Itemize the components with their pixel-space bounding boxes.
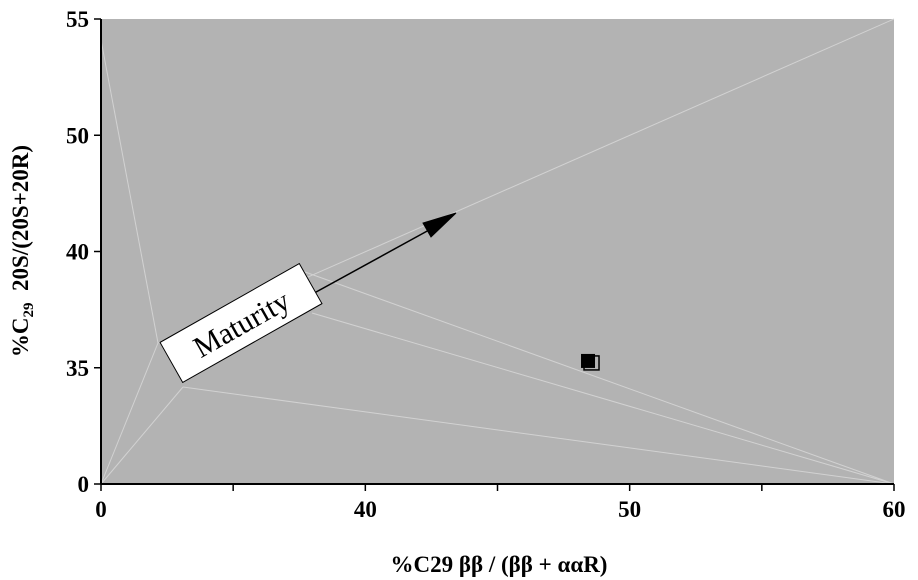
data-points (581, 353, 600, 371)
y-axis-title: %C29 20S/(20S+20R) (8, 145, 37, 357)
y-tick-label: 55 (66, 7, 89, 32)
y-axis-title-prefix: %C (8, 317, 33, 357)
x-ticks: 0 40 50 60 (95, 484, 906, 522)
field-line (100, 342, 159, 485)
x-axis-title: %C29 ββ / (ββ + ααR) (391, 552, 608, 577)
y-tick-label: 50 (66, 123, 89, 148)
maturity-arrow (306, 212, 457, 298)
field-line (100, 39, 159, 344)
arrow-head (422, 212, 457, 238)
x-tick-label: 0 (95, 497, 107, 522)
field-line (311, 312, 895, 485)
annotation-box (159, 262, 323, 384)
x-tick-label: 50 (618, 497, 641, 522)
field-line (182, 386, 895, 485)
field-line (100, 386, 184, 485)
y-tick-label: 35 (66, 356, 89, 381)
plot-area (101, 19, 894, 484)
x-tick-label: 40 (354, 497, 377, 522)
arrow-shaft (306, 223, 441, 298)
y-axis-title-subscript: 29 (21, 302, 37, 317)
x-tick-label: 60 (883, 497, 906, 522)
y-axis-title-suffix: 20S/(20S+20R) (8, 145, 33, 303)
y-ticks: 0 35 40 50 55 (66, 7, 101, 497)
y-tick-label: 0 (78, 472, 90, 497)
y-tick-label: 40 (66, 240, 89, 265)
field-line (293, 267, 895, 485)
data-point (581, 353, 600, 371)
